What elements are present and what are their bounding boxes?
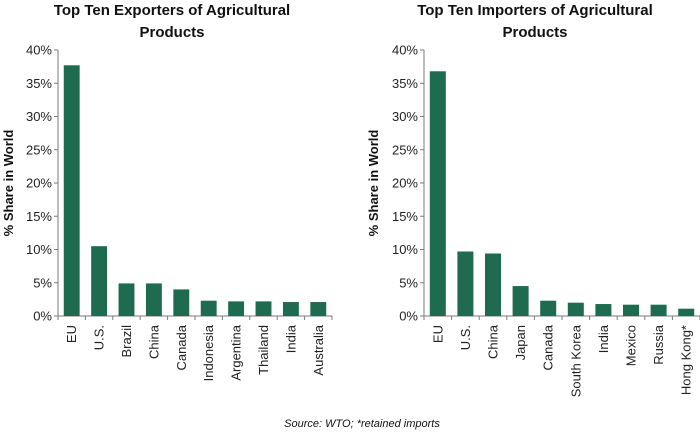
exporters-bar-eu [63, 65, 80, 316]
exporters-x-tick-label: Canada [174, 324, 189, 370]
exporters-y-tick-label: 15% [26, 209, 52, 224]
exporters-y-tick-label: 40% [26, 43, 52, 58]
exporters-x-tick-label: India [283, 324, 298, 353]
importers-x-tick-label: Hong Kong* [679, 325, 694, 395]
importers-title-line2: Products [502, 24, 567, 41]
importers-y-tick-label: 30% [392, 109, 418, 124]
importers-bar-south-korea [567, 302, 584, 316]
importers-x-tick-label: China [486, 324, 501, 359]
importers-bar-canada [540, 300, 557, 316]
exporters-y-tick-label: 0% [33, 309, 52, 324]
importers-bar-u-s [457, 251, 474, 316]
importers-y-tick-label: 35% [392, 76, 418, 91]
importers-bar-japan [512, 286, 529, 316]
importers-x-tick-label: Japan [513, 325, 528, 360]
importers-bar-hong-kong [678, 308, 695, 316]
exporters-x-tick-label: Brazil [119, 325, 134, 358]
exporters-y-tick-label: 30% [26, 109, 52, 124]
importers-x-tick-label: U.S. [458, 325, 473, 350]
importers-bar-mexico [622, 304, 640, 316]
exporters-marks: 0% 5% 10% 15% 20% 25% 30% 35% 40% EU U.S. Brazil Chi… [26, 43, 333, 381]
exporters-x-tick-label: Indonesia [201, 324, 216, 381]
importers-chart: Top Ten Importers of Agricultural Produc… [366, 2, 700, 397]
exporters-chart: Top Ten Exporters of Agricultural Produc… [1, 2, 333, 381]
exporters-x-tick-label: EU [64, 325, 79, 343]
importers-y-axis-label: % Share in World [366, 130, 381, 237]
exporters-y-axis-label: % Share in World [1, 130, 16, 237]
exporters-x-tick-label: Thailand [256, 325, 271, 375]
exporters-y-tick-label: 35% [26, 76, 52, 91]
exporters-y-tick-label: 10% [26, 242, 52, 257]
importers-y-tick-label: 40% [392, 43, 418, 58]
exporters-title-line2: Products [139, 24, 204, 41]
importers-y-tick-label: 5% [399, 275, 418, 290]
exporters-x-tick-label: Australia [311, 324, 326, 375]
importers-x-tick-label: South Korea [568, 324, 583, 397]
exporters-bar-india [282, 302, 299, 316]
exporters-bar-thailand [255, 301, 272, 316]
importers-x-tick-label: Russia [651, 324, 666, 365]
importers-y-tick-label: 15% [392, 209, 418, 224]
exporters-bar-canada [173, 289, 190, 316]
importers-y-tick-label: 0% [399, 309, 418, 324]
importers-y-tick-label: 25% [392, 142, 418, 157]
exporters-x-tick-label: China [146, 324, 161, 359]
exporters-title-line1: Top Ten Exporters of Agricultural [54, 2, 290, 19]
importers-x-tick-label: EU [430, 325, 445, 343]
exporters-x-tick-label: U.S. [92, 325, 107, 350]
importers-y-tick-label: 10% [392, 242, 418, 257]
exporters-y-tick-label: 20% [26, 176, 52, 191]
importers-marks: 0% 5% 10% 15% 20% 25% 30% 35% 40% EU U.S. China Japa… [392, 43, 700, 397]
exporters-bar-argentina [228, 301, 245, 316]
exporters-bar-u-s [91, 246, 108, 316]
importers-x-tick-label: Mexico [624, 325, 639, 366]
source-note: Source: WTO; *retained imports [284, 418, 440, 430]
exporters-bar-indonesia [200, 300, 217, 316]
importers-bar-india [595, 304, 612, 316]
importers-title-line1: Top Ten Importers of Agricultural [417, 2, 653, 19]
exporters-bar-brazil [118, 283, 135, 316]
importers-x-tick-label: Canada [541, 324, 556, 370]
exporters-y-tick-label: 25% [26, 142, 52, 157]
exporters-bar-china [145, 283, 162, 316]
importers-bar-russia [650, 304, 667, 316]
importers-y-tick-label: 20% [392, 176, 418, 191]
importers-bar-eu [429, 71, 446, 316]
exporters-bar-australia [310, 302, 327, 316]
exporters-y-tick-label: 5% [33, 275, 52, 290]
importers-bar-china [484, 253, 502, 316]
importers-x-tick-label: India [596, 324, 611, 353]
exporters-x-tick-label: Argentina [229, 324, 244, 380]
